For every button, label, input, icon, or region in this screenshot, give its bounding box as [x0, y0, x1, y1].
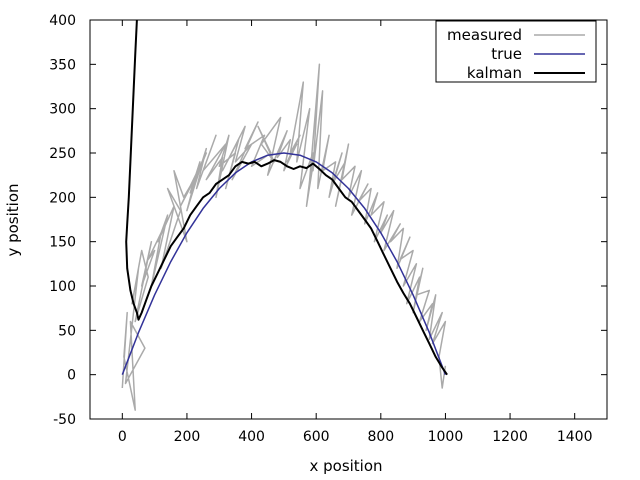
- x-tick-label: 1200: [492, 429, 528, 445]
- legend-label-measured: measured: [447, 26, 522, 44]
- plot-frame: [89, 19, 608, 420]
- y-tick-label: 100: [49, 279, 76, 295]
- legend-label-kalman: kalman: [467, 64, 522, 82]
- x-tick-label: 400: [238, 429, 265, 445]
- y-tick-label: 250: [49, 146, 76, 162]
- series-line-kalman: [125, 20, 448, 376]
- y-tick-label: -50: [53, 412, 76, 428]
- y-axis-label: y position: [4, 183, 22, 256]
- series-line-measured: [121, 63, 447, 411]
- x-tick-label: 1000: [428, 429, 464, 445]
- y-tick-label: 0: [67, 368, 76, 384]
- x-tick-label: 200: [174, 429, 201, 445]
- axis-ticks: 0 200 400 600 800 1000 1200 1400 -50 0 50 100 150 200…: [49, 13, 607, 445]
- x-tick-label: 800: [367, 429, 394, 445]
- x-axis-label: x position: [309, 457, 382, 475]
- series-layer: [121, 20, 448, 411]
- x-tick-label: 0: [118, 429, 127, 445]
- legend-label-true: true: [491, 45, 522, 63]
- series-line-true: [121, 152, 447, 375]
- x-tick-label: 1400: [557, 429, 593, 445]
- legend-box: [435, 20, 597, 83]
- y-tick-label: 50: [58, 323, 76, 339]
- y-tick-label: 400: [49, 13, 76, 29]
- y-tick-label: 300: [49, 102, 76, 118]
- x-tick-label: 600: [303, 429, 330, 445]
- y-tick-label: 350: [49, 57, 76, 73]
- y-tick-label: 150: [49, 235, 76, 251]
- y-tick-label: 200: [49, 190, 76, 206]
